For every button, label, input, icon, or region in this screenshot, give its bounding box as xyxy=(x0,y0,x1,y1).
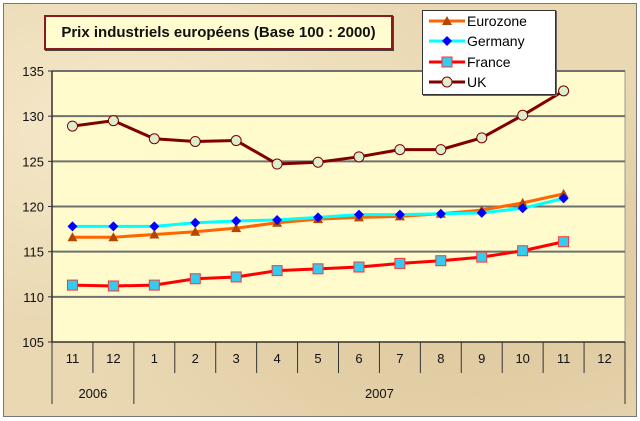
legend-label: Eurozone xyxy=(467,13,527,29)
data-point-eurozone xyxy=(231,223,242,233)
x-tick-label: 6 xyxy=(355,351,362,366)
legend-marker-germany xyxy=(429,36,465,46)
legend-marker-uk xyxy=(429,76,465,88)
data-point-germany xyxy=(313,212,324,223)
y-tick-label: 125 xyxy=(22,154,44,169)
legend-label: Germany xyxy=(467,33,525,49)
data-point-germany xyxy=(476,207,487,218)
data-point-germany xyxy=(353,209,364,220)
legend-label: France xyxy=(467,54,511,70)
data-point-eurozone xyxy=(108,232,119,242)
data-point-france xyxy=(271,265,283,277)
legend-marker-eurozone xyxy=(429,16,465,25)
data-point-germany xyxy=(149,221,160,232)
x-tick-label: 10 xyxy=(515,351,529,366)
data-point-germany xyxy=(435,208,446,219)
x-tick-label: 2 xyxy=(192,351,199,366)
data-point-germany xyxy=(108,221,119,232)
x-tick-label: 4 xyxy=(273,351,280,366)
x-tick-label: 11 xyxy=(66,351,80,366)
x-tick-label: 9 xyxy=(478,351,485,366)
chart-title: Prix industriels européens (Base 100 : 2… xyxy=(44,15,393,50)
x-tick-label: 1 xyxy=(151,351,158,366)
data-point-germany xyxy=(67,221,78,232)
legend-label: UK xyxy=(467,74,487,90)
data-point-germany xyxy=(272,215,283,226)
data-point-eurozone xyxy=(149,229,160,239)
data-point-france xyxy=(394,257,406,269)
data-point-uk xyxy=(353,151,365,163)
data-point-germany xyxy=(231,215,242,226)
data-point-uk xyxy=(517,109,529,121)
data-point-france xyxy=(148,279,160,291)
x-tick-label: 7 xyxy=(396,351,403,366)
data-point-france xyxy=(66,279,78,291)
data-point-eurozone xyxy=(558,188,569,198)
data-point-france xyxy=(517,245,529,257)
x-group-label: 2006 xyxy=(78,386,107,401)
data-point-uk xyxy=(66,120,78,132)
data-point-uk xyxy=(394,144,406,156)
legend-item-germany: Germany xyxy=(423,31,555,51)
legend: Eurozone Germany France UK xyxy=(422,10,556,95)
data-point-uk xyxy=(189,135,201,147)
data-point-germany xyxy=(190,217,201,228)
x-tick-label: 8 xyxy=(437,351,444,366)
data-point-france xyxy=(476,251,488,263)
data-point-uk xyxy=(435,144,447,156)
data-point-germany xyxy=(517,203,528,214)
legend-item-eurozone: Eurozone xyxy=(423,11,555,31)
legend-item-france: France xyxy=(423,52,555,72)
y-tick-label: 115 xyxy=(23,245,44,260)
legend-marker-france xyxy=(429,56,465,68)
x-tick-label: 12 xyxy=(106,351,120,366)
data-point-germany xyxy=(394,209,405,220)
data-point-france xyxy=(189,273,201,285)
data-point-eurozone xyxy=(517,197,528,207)
data-point-france xyxy=(312,263,324,275)
data-point-france xyxy=(230,271,242,283)
x-tick-label: 12 xyxy=(597,351,611,366)
x-group-label: 2007 xyxy=(365,386,394,401)
x-tick-label: 11 xyxy=(557,351,571,366)
data-point-france xyxy=(435,255,447,267)
data-point-uk xyxy=(271,158,283,170)
y-tick-label: 135 xyxy=(22,64,44,79)
data-point-uk xyxy=(148,133,160,145)
data-point-france xyxy=(353,261,365,273)
legend-item-uk: UK xyxy=(423,72,555,92)
data-point-uk xyxy=(230,135,242,147)
data-point-france xyxy=(107,280,119,292)
y-tick-label: 105 xyxy=(22,335,44,350)
data-point-eurozone xyxy=(67,232,78,242)
data-point-uk xyxy=(312,156,324,168)
x-tick-label: 5 xyxy=(314,351,321,366)
y-tick-label: 130 xyxy=(22,109,44,124)
y-tick-label: 110 xyxy=(23,290,44,305)
data-point-uk xyxy=(558,85,570,97)
data-point-eurozone xyxy=(190,226,201,236)
data-point-uk xyxy=(107,115,119,127)
data-point-france xyxy=(558,236,570,248)
data-point-germany xyxy=(558,193,569,204)
y-tick-label: 120 xyxy=(22,200,44,215)
data-point-uk xyxy=(476,132,488,144)
x-tick-label: 3 xyxy=(233,351,240,366)
